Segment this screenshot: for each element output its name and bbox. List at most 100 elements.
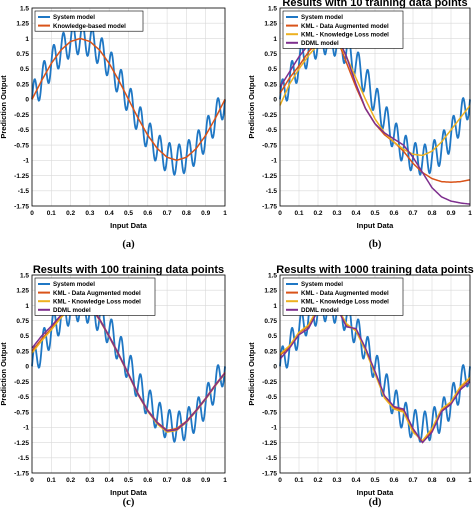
x-tick-label: 0.9: [201, 210, 210, 217]
x-tick-label: 0.1: [47, 477, 56, 484]
y-axis-label: Prediction Output: [247, 75, 256, 139]
x-tick-label: 0.2: [313, 210, 322, 217]
y-tick-label: -1.25: [262, 173, 277, 180]
legend: System model KML - Data Augmented modelKM…: [34, 277, 156, 316]
legend-entry: DDML model: [301, 307, 339, 314]
legend-entry: System model: [301, 14, 343, 21]
y-tick-label: 0.25: [264, 81, 277, 88]
y-tick-label: -0.75: [14, 142, 29, 149]
y-tick-label: 1.5: [20, 5, 29, 12]
x-tick-label: 0.2: [66, 210, 75, 217]
x-tick-label: 0.3: [332, 210, 341, 217]
y-tick-label: -1: [271, 158, 277, 165]
x-tick-label: 0.1: [294, 210, 303, 217]
y-axis-label: Prediction Output: [247, 342, 256, 406]
y-tick-label: -0.75: [262, 142, 277, 149]
x-tick-label: 0.4: [105, 210, 114, 217]
legend: System model Knowledge-based model: [34, 10, 144, 32]
x-tick-label: 1: [223, 210, 227, 217]
chart-title: Results with 10 training data points: [282, 0, 467, 9]
x-tick-label: 1: [468, 477, 472, 484]
y-tick-label: 1: [25, 36, 29, 43]
series-line-2: [279, 36, 471, 157]
y-tick-label: 0.25: [16, 81, 29, 88]
series-line-1: [31, 37, 226, 162]
x-tick-label: 0.1: [294, 477, 303, 484]
y-tick-label: 1.25: [264, 288, 277, 295]
series-line-2: [279, 292, 471, 442]
x-tick-label: 0.6: [389, 477, 398, 484]
y-tick-label: 0.75: [264, 51, 277, 58]
x-tick-label: 0.5: [124, 210, 133, 217]
y-tick-label: -0.5: [18, 394, 30, 401]
y-tick-label: -0.25: [14, 112, 29, 119]
x-tick-label: 0.7: [408, 477, 417, 484]
y-tick-label: -1: [271, 425, 277, 432]
x-tick-label: 0.2: [313, 477, 322, 484]
x-axis-label: Input Data: [357, 488, 394, 497]
x-axis-label: Input Data: [110, 221, 147, 230]
x-tick-label: 0.7: [163, 477, 172, 484]
x-tick-label: 0: [30, 210, 34, 217]
x-tick-label: 0.6: [389, 210, 398, 217]
y-tick-label: -0.75: [14, 409, 29, 416]
y-tick-label: -0.75: [262, 409, 277, 416]
y-tick-label: -1.75: [14, 203, 29, 210]
y-tick-label: 0: [273, 97, 277, 104]
y-tick-label: 0: [25, 97, 29, 104]
axes-frame: [279, 7, 471, 207]
legend-box: [282, 10, 404, 49]
y-axis-label: Prediction Output: [0, 75, 8, 139]
y-tick-label: 0.75: [16, 51, 29, 58]
y-tick-label: -0.25: [262, 379, 277, 386]
x-tick-label: 0.9: [446, 210, 455, 217]
legend-box: [34, 277, 156, 316]
y-tick-label: -0.5: [266, 394, 278, 401]
y-axis-label: Prediction Output: [0, 342, 8, 406]
panel-b: 0 0.1 0.2 0.3 0.4 0.5 0.6 0.7 0.8 0.9 1 1.5 1.25 1 0.7…: [247, 0, 472, 250]
y-tick-label: -0.25: [14, 379, 29, 386]
x-tick-label: 0.7: [163, 210, 172, 217]
panel-d: 0 0.1 0.2 0.3 0.4 0.5 0.6 0.7 0.8 0.9 1 1.5 1.25 1 0.7…: [247, 264, 474, 508]
legend-entry: KML - Knowledge Loss model: [301, 31, 389, 38]
x-tick-label: 0: [278, 210, 282, 217]
y-tick-label: -0.5: [266, 127, 278, 134]
y-tick-label: -1.5: [266, 455, 278, 462]
series-line-3: [279, 292, 471, 444]
legend-entry: System model: [53, 281, 95, 288]
y-tick-label: 1.5: [268, 5, 277, 12]
legend-entry: KML - Knowledge Loss model: [53, 298, 141, 305]
x-tick-label: 0.7: [408, 210, 417, 217]
y-tick-label: 0.75: [16, 318, 29, 325]
y-tick-label: 1.25: [264, 21, 277, 28]
y-tick-label: 1: [273, 36, 277, 43]
x-tick-label: 0.2: [66, 477, 75, 484]
y-tick-label: -1.25: [14, 440, 29, 447]
legend-box: [282, 277, 404, 316]
panel-c: 0 0.1 0.2 0.3 0.4 0.5 0.6 0.7 0.8 0.9 1 1.5 1.25 1 0.7…: [0, 264, 227, 508]
chart-title: Results with 100 training data points: [33, 264, 224, 276]
y-tick-label: 1.5: [268, 272, 277, 279]
y-tick-label: -0.25: [262, 112, 277, 119]
axes-frame: [31, 7, 226, 207]
panel-caption: (b): [369, 239, 382, 250]
x-tick-label: 0.3: [85, 477, 94, 484]
y-tick-label: 1: [273, 303, 277, 310]
legend-entry: System model: [53, 14, 95, 21]
y-tick-label: 0.5: [268, 66, 277, 73]
legend: System model KML - Data Augmented modelKM…: [282, 10, 404, 49]
y-tick-label: 0.75: [264, 318, 277, 325]
x-tick-label: 0: [278, 477, 282, 484]
x-axis-label: Input Data: [357, 221, 394, 230]
y-tick-label: 0: [25, 364, 29, 371]
legend-entry: Knowledge-based model: [53, 23, 126, 30]
panel-caption: (c): [123, 497, 135, 508]
x-tick-label: 0.6: [143, 210, 152, 217]
axes-frame: [279, 274, 471, 474]
x-tick-label: 0.8: [427, 210, 436, 217]
y-tick-label: -1: [23, 158, 29, 165]
legend-entry: KML - Data Augmented model: [301, 23, 389, 30]
legend-entry: DDML model: [301, 40, 339, 47]
y-tick-label: -1.75: [14, 470, 29, 477]
y-tick-label: 1.25: [16, 288, 29, 295]
